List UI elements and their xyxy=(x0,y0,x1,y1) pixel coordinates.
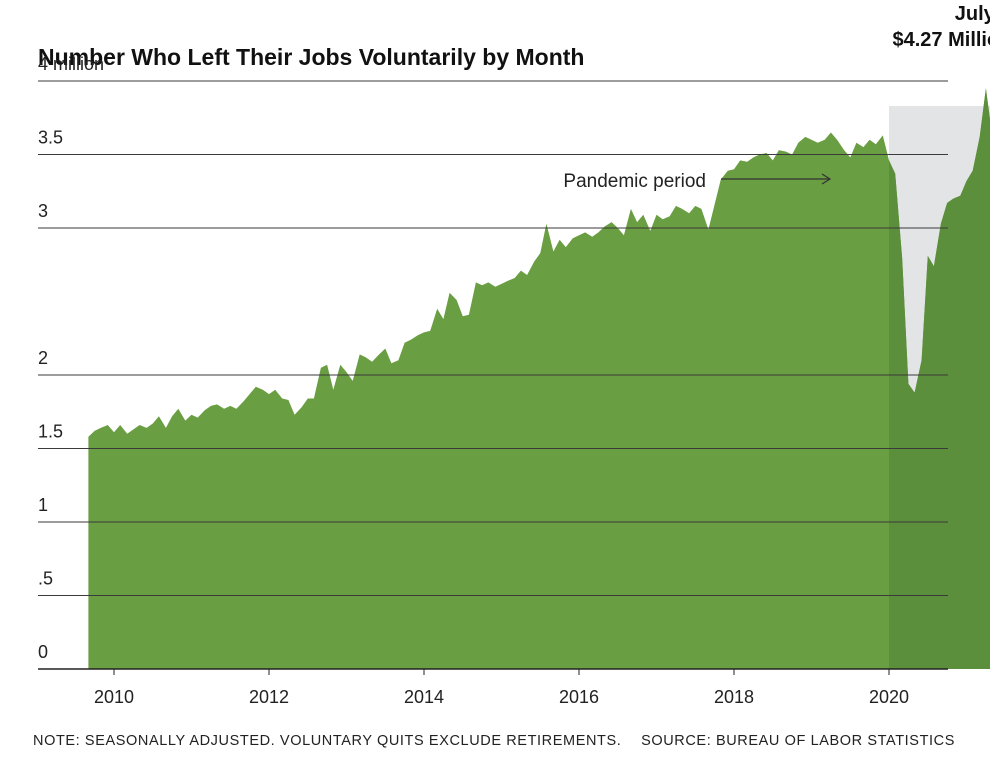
source-text: SOURCE: BUREAU OF LABOR STATISTICS xyxy=(641,733,955,749)
annotations: July 1 $4.27 Million Pandemic period xyxy=(563,3,990,192)
x-tick-label: 2012 xyxy=(249,687,289,707)
x-tick-label: 2020 xyxy=(869,687,909,707)
y-tick-label: .5 xyxy=(38,569,53,589)
x-tick-label: 2014 xyxy=(404,687,444,707)
y-tick-label: 3 xyxy=(38,201,48,221)
pandemic-label: Pandemic period xyxy=(563,171,706,192)
area-layer xyxy=(88,88,990,669)
x-axis-labels: 2010 2012 2014 2016 2018 2020 xyxy=(94,669,909,707)
callout-date: July 1 xyxy=(955,3,990,25)
x-tick-label: 2016 xyxy=(559,687,599,707)
y-tick-label: 4 million xyxy=(38,54,104,74)
x-tick-label: 2018 xyxy=(714,687,754,707)
x-tick-label: 2010 xyxy=(94,687,134,707)
y-tick-label: 3.5 xyxy=(38,128,63,148)
arrow-head xyxy=(821,173,832,185)
quits-area xyxy=(88,88,990,669)
callout-value: $4.27 Million xyxy=(893,29,990,51)
quits-area-pandemic xyxy=(889,88,990,669)
chart-title: Number Who Left Their Jobs Voluntarily b… xyxy=(38,44,584,70)
y-axis-labels: 0 .5 1 1.5 2 3 3.5 4 million xyxy=(38,54,104,662)
gridlines xyxy=(38,80,948,670)
y-tick-label: 2 xyxy=(38,348,48,368)
y-tick-label: 0 xyxy=(38,642,48,662)
y-tick-label: 1.5 xyxy=(38,422,63,442)
y-tick-label: 1 xyxy=(38,495,48,515)
note-text: NOTE: SEASONALLY ADJUSTED. VOLUNTARY QUI… xyxy=(33,733,621,749)
